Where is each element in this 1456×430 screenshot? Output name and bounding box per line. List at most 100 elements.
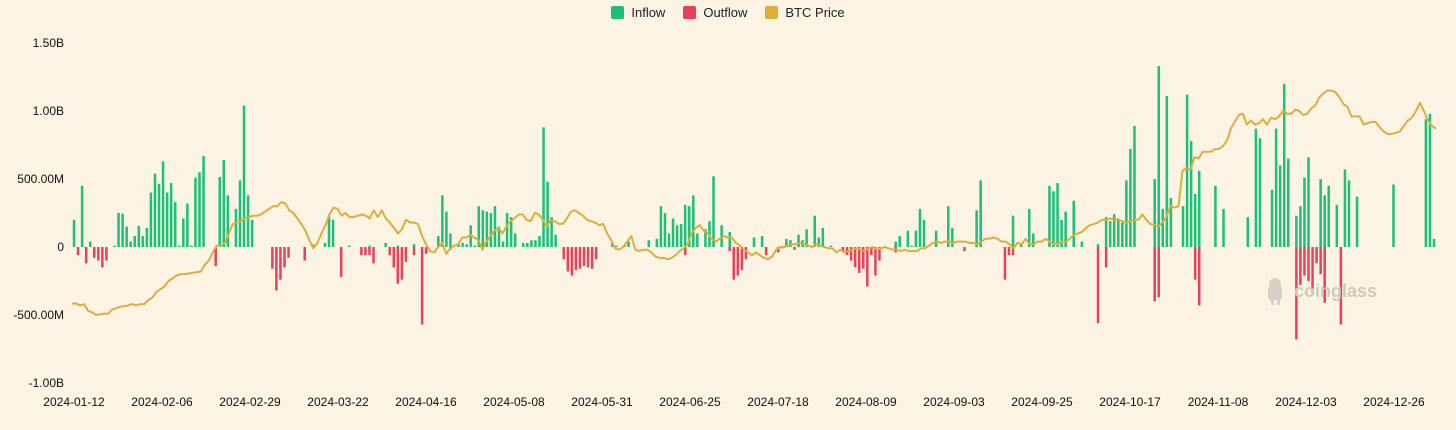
inflow-bar[interactable] xyxy=(1335,204,1339,247)
inflow-bar[interactable] xyxy=(692,195,695,247)
inflow-bar[interactable] xyxy=(457,244,460,247)
outflow-bar[interactable] xyxy=(740,247,744,271)
inflow-bar[interactable] xyxy=(1319,179,1322,247)
inflow-bar[interactable] xyxy=(1347,180,1351,247)
outflow-bar[interactable] xyxy=(339,247,343,277)
inflow-bar[interactable] xyxy=(975,210,978,247)
inflow-bar[interactable] xyxy=(1060,219,1063,247)
inflow-bar[interactable] xyxy=(1274,128,1278,247)
inflow-bar[interactable] xyxy=(145,227,149,247)
inflow-bar[interactable] xyxy=(125,226,128,247)
inflow-bar[interactable] xyxy=(1193,193,1197,247)
inflow-bar[interactable] xyxy=(1072,200,1076,247)
inflow-bar[interactable] xyxy=(1096,244,1100,247)
inflow-bar[interactable] xyxy=(396,245,400,247)
inflow-bar[interactable] xyxy=(501,241,505,247)
inflow-bar[interactable] xyxy=(1424,119,1428,247)
inflow-bar[interactable] xyxy=(72,219,76,247)
inflow-bar[interactable] xyxy=(1327,185,1330,247)
inflow-bar[interactable] xyxy=(914,230,918,247)
inflow-bar[interactable] xyxy=(384,242,387,247)
inflow-bar[interactable] xyxy=(679,223,683,247)
inflow-bar[interactable] xyxy=(1323,195,1326,247)
inflow-bar[interactable] xyxy=(1133,125,1136,247)
inflow-bar[interactable] xyxy=(222,159,226,247)
outflow-bar[interactable] xyxy=(1003,247,1007,280)
inflow-bar[interactable] xyxy=(129,241,132,247)
outflow-bar[interactable] xyxy=(841,247,845,252)
outflow-bar[interactable] xyxy=(1157,247,1160,298)
legend-item-btc-price[interactable]: BTC Price xyxy=(765,5,845,20)
inflow-bar[interactable] xyxy=(947,206,950,247)
inflow-bar[interactable] xyxy=(348,245,351,247)
inflow-bar[interactable] xyxy=(246,195,250,247)
outflow-bar[interactable] xyxy=(364,247,367,256)
outflow-bar[interactable] xyxy=(303,247,306,261)
outflow-bar[interactable] xyxy=(101,247,104,268)
inflow-bar[interactable] xyxy=(805,229,808,247)
inflow-bar[interactable] xyxy=(615,245,618,247)
inflow-bar[interactable] xyxy=(169,183,173,247)
outflow-bar[interactable] xyxy=(283,247,286,268)
outflow-bar[interactable] xyxy=(732,247,736,280)
inflow-bar[interactable] xyxy=(1019,244,1023,247)
inflow-bar[interactable] xyxy=(1052,191,1055,247)
inflow-bar[interactable] xyxy=(445,211,448,247)
outflow-bar[interactable] xyxy=(736,247,740,276)
inflow-bar[interactable] xyxy=(789,240,792,247)
inflow-bar[interactable] xyxy=(918,208,922,247)
outflow-bar[interactable] xyxy=(1104,247,1108,268)
inflow-bar[interactable] xyxy=(542,127,545,247)
outflow-bar[interactable] xyxy=(105,247,108,261)
inflow-bar[interactable] xyxy=(687,206,691,247)
inflow-bar[interactable] xyxy=(121,213,124,247)
inflow-bar[interactable] xyxy=(906,230,910,247)
inflow-bar[interactable] xyxy=(161,161,165,247)
outflow-bar[interactable] xyxy=(1096,247,1100,324)
legend-item-outflow[interactable]: Outflow xyxy=(683,5,747,20)
inflow-bar[interactable] xyxy=(1064,211,1067,247)
inflow-bar[interactable] xyxy=(153,173,157,247)
inflow-bar[interactable] xyxy=(785,238,788,247)
outflow-bar[interactable] xyxy=(578,247,582,269)
inflow-bar[interactable] xyxy=(186,203,189,247)
inflow-bar[interactable] xyxy=(1428,113,1432,247)
inflow-bar[interactable] xyxy=(627,241,630,247)
outflow-bar[interactable] xyxy=(1153,247,1156,302)
outflow-bar[interactable] xyxy=(574,247,578,271)
outflow-bar[interactable] xyxy=(214,247,217,267)
inflow-bar[interactable] xyxy=(1129,149,1132,247)
inflow-bar[interactable] xyxy=(760,236,764,247)
inflow-bar[interactable] xyxy=(489,213,493,247)
inflow-bar[interactable] xyxy=(202,155,205,247)
inflow-bar[interactable] xyxy=(226,195,230,247)
inflow-bar[interactable] xyxy=(1080,241,1084,247)
outflow-bar[interactable] xyxy=(388,247,391,256)
outflow-bar[interactable] xyxy=(424,247,428,254)
inflow-bar[interactable] xyxy=(934,230,938,247)
outflow-bar[interactable] xyxy=(1295,247,1298,340)
inflow-bar[interactable] xyxy=(218,176,221,247)
inflow-bar[interactable] xyxy=(647,240,651,247)
outflow-bar[interactable] xyxy=(1007,247,1011,256)
inflow-bar[interactable] xyxy=(1185,94,1189,248)
outflow-bar[interactable] xyxy=(862,247,865,269)
inflow-bar[interactable] xyxy=(242,105,246,247)
inflow-bar[interactable] xyxy=(238,180,242,247)
inflow-bar[interactable] xyxy=(611,242,614,247)
outflow-bar[interactable] xyxy=(728,247,731,252)
inflow-bar[interactable] xyxy=(1153,179,1156,247)
legend-item-inflow[interactable]: Inflow xyxy=(611,5,665,20)
inflow-bar[interactable] xyxy=(951,227,954,247)
outflow-bar[interactable] xyxy=(764,247,768,256)
inflow-bar[interactable] xyxy=(117,213,120,247)
outflow-bar[interactable] xyxy=(857,247,861,273)
inflow-bar[interactable] xyxy=(550,217,553,247)
inflow-bar[interactable] xyxy=(1011,215,1015,247)
inflow-bar[interactable] xyxy=(704,229,707,247)
inflow-bar[interactable] xyxy=(441,195,444,247)
outflow-bar[interactable] xyxy=(874,247,877,276)
inflow-bar[interactable] xyxy=(526,242,529,247)
inflow-bar[interactable] xyxy=(530,240,533,247)
outflow-bar[interactable] xyxy=(1303,247,1306,276)
